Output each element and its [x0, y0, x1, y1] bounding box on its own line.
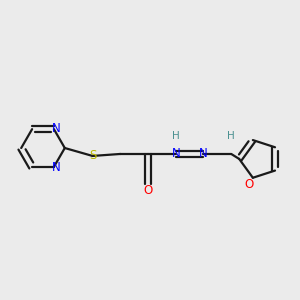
Text: S: S: [89, 149, 96, 162]
Text: N: N: [52, 161, 60, 174]
Text: N: N: [52, 122, 60, 135]
Text: O: O: [143, 184, 153, 197]
Text: N: N: [199, 148, 208, 160]
Text: H: H: [172, 131, 180, 141]
Text: O: O: [244, 178, 254, 191]
Text: H: H: [227, 131, 235, 141]
Text: N: N: [171, 148, 180, 160]
